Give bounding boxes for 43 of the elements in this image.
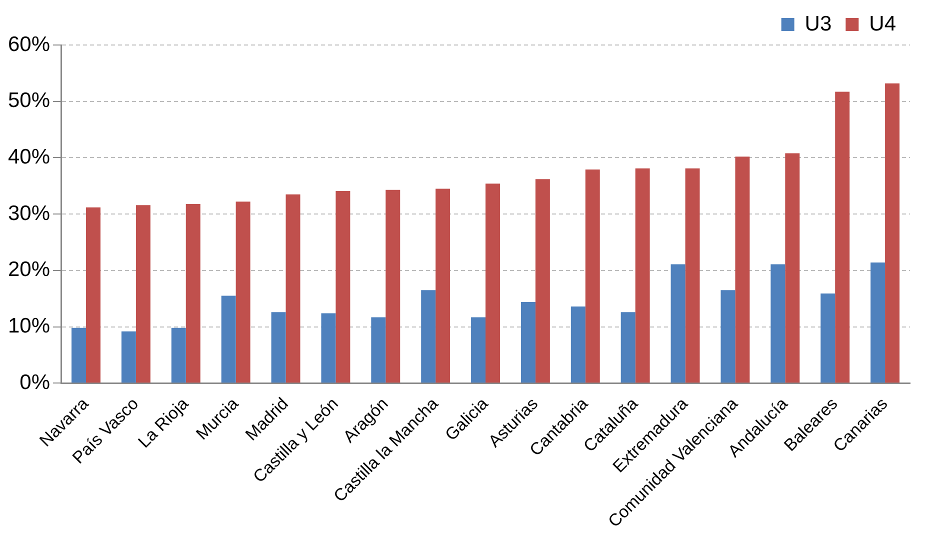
- y-tick-label: 10%: [8, 314, 50, 338]
- legend-label: U4: [869, 12, 896, 36]
- bar: [720, 290, 736, 383]
- bar: [321, 313, 336, 383]
- bar: [371, 317, 386, 383]
- bar: [535, 179, 550, 383]
- bar: [520, 302, 536, 383]
- bar: [735, 156, 750, 383]
- y-tick-label: 40%: [8, 146, 50, 169]
- bar: [770, 264, 786, 383]
- bar: [421, 290, 436, 383]
- bar: [620, 312, 636, 383]
- bar: [885, 83, 900, 383]
- bar: [186, 204, 200, 383]
- bar: [471, 317, 486, 383]
- bar: [436, 188, 450, 383]
- bar: [670, 264, 686, 383]
- y-tick-label: 50%: [8, 89, 50, 112]
- bar: [221, 296, 236, 383]
- bar: [72, 328, 86, 383]
- bar: [271, 312, 286, 383]
- bar: [386, 190, 400, 383]
- bar: [820, 294, 836, 383]
- bar: [635, 168, 650, 383]
- bar: [136, 205, 150, 383]
- bar: [171, 328, 186, 383]
- bar: [835, 92, 850, 383]
- bar: [685, 168, 700, 383]
- y-tick-label: 60%: [8, 32, 50, 56]
- bar: [486, 184, 500, 383]
- y-tick-label: 0%: [20, 370, 50, 394]
- bar: [86, 207, 100, 383]
- bar: [121, 331, 136, 383]
- bar: [570, 306, 586, 383]
- legend-label: U3: [804, 12, 832, 36]
- y-tick-label: 30%: [8, 202, 50, 225]
- bar: [585, 170, 600, 383]
- bar: [785, 153, 800, 383]
- bar: [336, 190, 350, 383]
- bar: [870, 262, 886, 383]
- bar: [236, 202, 250, 383]
- bar: [286, 194, 300, 383]
- y-tick-label: 20%: [8, 258, 50, 282]
